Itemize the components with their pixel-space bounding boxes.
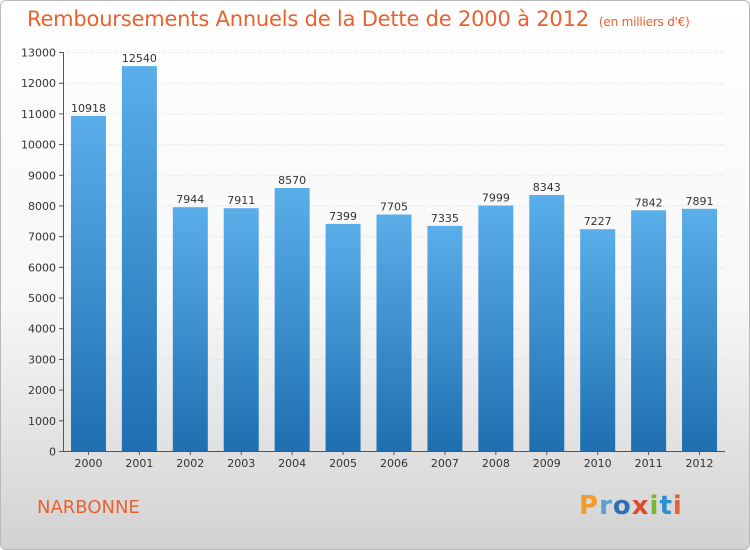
logo-letter: i	[649, 491, 660, 521]
data-label-2012: 7891	[686, 195, 714, 208]
y-tick-label: 0	[49, 446, 56, 459]
data-label-2002: 7944	[176, 193, 204, 206]
proxiti-logo[interactable]: Proxiti	[579, 491, 683, 521]
bar-2004	[274, 187, 310, 451]
axes: 0 1000 2000 3000 4000 5000 6000 7000 8000 9000 100…	[21, 47, 725, 470]
chart-title-text: Remboursements Annuels de la Dette de 20…	[27, 7, 589, 31]
data-labels: 10918 12540 7944 7911 8570 7399 7705 7335 7999 83…	[71, 52, 714, 228]
x-tick-label-2002: 2002	[176, 457, 204, 470]
bar-2005	[325, 223, 361, 451]
data-label-2007: 7335	[431, 212, 459, 225]
data-label-2004: 8570	[278, 174, 306, 187]
y-tick-label: 10000	[21, 139, 56, 152]
bar-2008	[478, 205, 514, 451]
bar-2010	[580, 229, 616, 451]
unit-note: (en milliers d'€)	[598, 15, 690, 29]
bar-2012	[682, 208, 718, 451]
y-tick-label: 6000	[28, 261, 56, 274]
x-tick-label-2007: 2007	[431, 457, 459, 470]
y-tick-label: 12000	[21, 77, 56, 90]
y-tick-label: 9000	[28, 169, 56, 182]
bar-2001	[121, 66, 157, 451]
data-label-2008: 7999	[482, 191, 510, 204]
y-tick-label: 1000	[28, 415, 56, 428]
data-label-2001: 12540	[122, 52, 157, 65]
logo-letter: P	[579, 491, 600, 521]
y-tick-label: 2000	[28, 384, 56, 397]
city-name: NARBONNE	[37, 497, 140, 518]
y-tick-label: 11000	[21, 108, 56, 121]
y-tick-label: 8000	[28, 200, 56, 213]
data-label-2005: 7399	[329, 210, 357, 223]
x-tick-label-2004: 2004	[278, 457, 306, 470]
bar-2000	[70, 115, 106, 452]
x-tick-label-2008: 2008	[482, 457, 510, 470]
x-tick-label-2011: 2011	[635, 457, 663, 470]
y-tick-label: 7000	[28, 231, 56, 244]
logo-letter: x	[631, 491, 650, 521]
logo-letter: r	[599, 491, 613, 521]
bars	[70, 66, 718, 452]
data-label-2009: 8343	[533, 181, 561, 194]
bar-2006	[376, 214, 412, 451]
data-label-2006: 7705	[380, 201, 408, 214]
y-tick-label: 13000	[21, 47, 56, 60]
y-tick-label: 4000	[28, 323, 56, 336]
data-label-2000: 10918	[71, 102, 106, 115]
x-tick-label-2009: 2009	[533, 457, 561, 470]
chart-title: Remboursements Annuels de la Dette de 20…	[27, 7, 690, 31]
y-tick-label: 5000	[28, 292, 56, 305]
bar-2002	[172, 207, 208, 451]
x-tick-label-2000: 2000	[74, 457, 102, 470]
x-tick-label-2006: 2006	[380, 457, 408, 470]
logo-letter: i	[672, 491, 683, 521]
logo-letter: t	[659, 491, 673, 521]
data-label-2011: 7842	[635, 196, 663, 209]
logo-letter: o	[612, 491, 632, 521]
y-tick-label: 3000	[28, 353, 56, 366]
bar-2011	[631, 210, 667, 451]
x-tick-label-2001: 2001	[125, 457, 153, 470]
bar-2007	[427, 225, 463, 451]
x-tick-label-2005: 2005	[329, 457, 357, 470]
x-tick-label-2003: 2003	[227, 457, 255, 470]
x-tick-label-2010: 2010	[584, 457, 612, 470]
x-tick-label-2012: 2012	[686, 457, 714, 470]
bar-2009	[529, 194, 565, 451]
data-label-2003: 7911	[227, 194, 255, 207]
data-label-2010: 7227	[584, 215, 612, 228]
bar-2003	[223, 208, 259, 451]
